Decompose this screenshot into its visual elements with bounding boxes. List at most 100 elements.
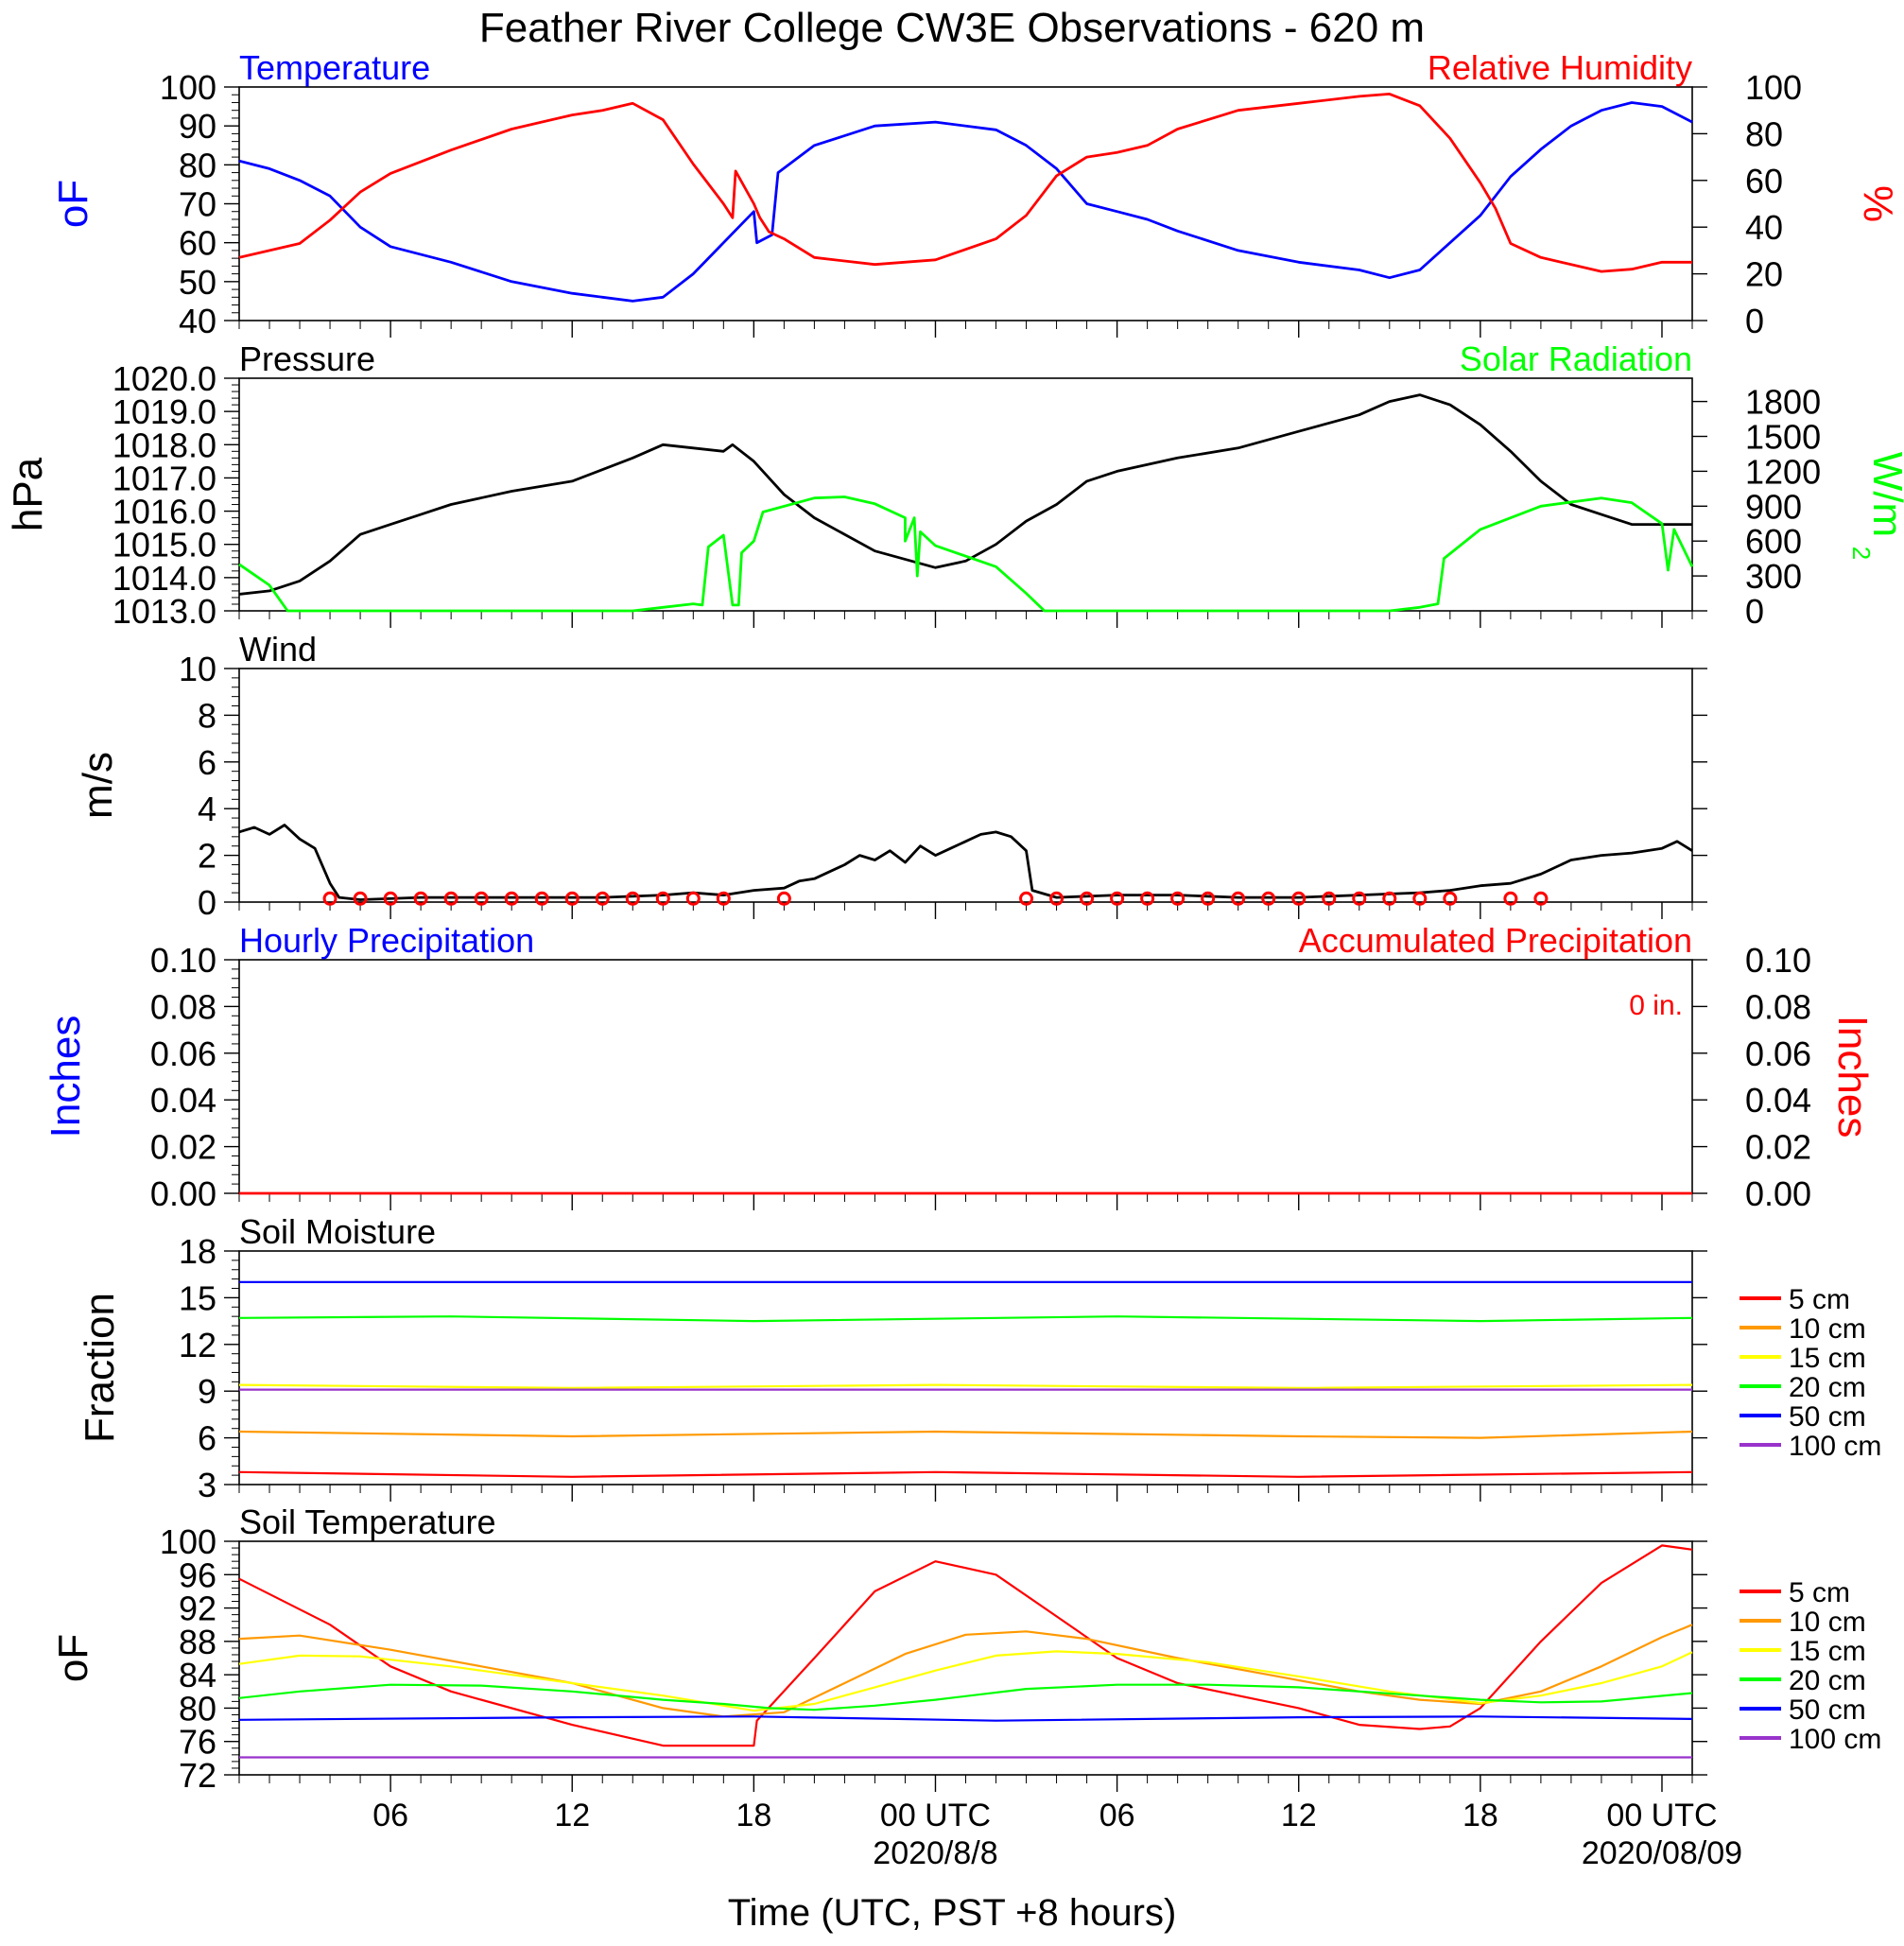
soil-temperature-legend-label: 5 cm bbox=[1789, 1577, 1850, 1608]
x-tick-label: 06 bbox=[1099, 1798, 1135, 1833]
soil-moisture-legend-label: 50 cm bbox=[1789, 1401, 1866, 1433]
panel-left-title: Soil Temperature bbox=[239, 1503, 495, 1541]
calm-wind-marker bbox=[1170, 891, 1186, 906]
calm-wind-marker bbox=[716, 891, 731, 906]
left-tick-label: 0.02 bbox=[150, 1128, 216, 1167]
soil-temperature-legend-label: 50 cm bbox=[1789, 1694, 1866, 1726]
plot-frame bbox=[238, 668, 1693, 903]
x-tick-label: 12 bbox=[1281, 1798, 1317, 1833]
right-tick-label: 900 bbox=[1745, 487, 1802, 526]
plot-frame bbox=[238, 86, 1693, 321]
calm-wind-marker bbox=[443, 891, 459, 906]
calm-wind-marker bbox=[595, 891, 610, 906]
right-tick-label: 0 bbox=[1745, 302, 1764, 340]
soil-moisture-legend-label: 15 cm bbox=[1789, 1343, 1866, 1374]
calm-wind-marker bbox=[504, 891, 519, 906]
calm-wind-marker bbox=[1019, 891, 1034, 906]
series-line-5-cm bbox=[238, 1544, 1693, 1747]
panel-left-title: Wind bbox=[239, 630, 317, 669]
left-tick-label: 6 bbox=[198, 1419, 216, 1458]
series-line-20-cm bbox=[238, 1683, 1693, 1711]
plot-frame bbox=[238, 1540, 1693, 1776]
series-line-relative-humidity bbox=[238, 93, 1692, 273]
panel-pressure_solar: 1013.01014.01015.01016.01017.01018.01019… bbox=[5, 339, 1904, 631]
panel-left-title: Pressure bbox=[239, 339, 375, 378]
x-tick-label: 00 UTC bbox=[880, 1798, 991, 1833]
soil-temperature-legend-label: 15 cm bbox=[1789, 1636, 1866, 1667]
soil-temperature-legend-label: 20 cm bbox=[1789, 1665, 1866, 1696]
left-tick-label: 3 bbox=[198, 1466, 216, 1504]
right-tick-label: 1500 bbox=[1745, 418, 1821, 457]
right-tick-label: 0.10 bbox=[1745, 941, 1811, 980]
series-line-10-cm bbox=[238, 1624, 1693, 1718]
series-line-5-cm bbox=[238, 1470, 1693, 1478]
calm-wind-marker bbox=[474, 891, 489, 906]
series-line-wind bbox=[238, 824, 1693, 901]
soil-temperature-legend-label: 100 cm bbox=[1789, 1724, 1881, 1755]
right-tick-label: 100 bbox=[1745, 68, 1802, 107]
calm-wind-marker bbox=[685, 891, 701, 906]
right-tick-label: 0.06 bbox=[1745, 1034, 1811, 1073]
chart-title: Feather River College CW3E Observations … bbox=[479, 5, 1425, 51]
calm-wind-marker bbox=[322, 891, 338, 906]
panel-right-title: Solar Radiation bbox=[1460, 339, 1692, 378]
right-tick-label: 0.08 bbox=[1745, 987, 1811, 1026]
x-tick-label: 00 UTC bbox=[1606, 1798, 1717, 1833]
left-tick-label: 1019.0 bbox=[113, 392, 216, 431]
accumulated-total-label: 0 in. bbox=[1629, 990, 1683, 1021]
left-y-label: Inches bbox=[43, 1016, 89, 1138]
left-y-label: hPa bbox=[5, 457, 51, 531]
left-tick-label: 9 bbox=[198, 1372, 216, 1411]
left-tick-label: 1018.0 bbox=[113, 426, 216, 464]
left-tick-label: 80 bbox=[179, 1689, 216, 1728]
left-tick-label: 76 bbox=[179, 1723, 216, 1762]
calm-wind-marker bbox=[534, 891, 549, 906]
soil-moisture-legend-label: 10 cm bbox=[1789, 1313, 1866, 1345]
left-tick-label: 6 bbox=[198, 743, 216, 782]
calm-wind-marker bbox=[1443, 891, 1458, 906]
left-tick-label: 100 bbox=[160, 68, 216, 107]
calm-wind-marker bbox=[383, 891, 398, 906]
left-tick-label: 4 bbox=[198, 790, 216, 828]
calm-wind-marker bbox=[1533, 891, 1549, 906]
x-tick-label: 18 bbox=[1463, 1798, 1498, 1833]
left-tick-label: 0.04 bbox=[150, 1081, 216, 1120]
calm-wind-marker bbox=[564, 891, 580, 906]
left-tick-label: 60 bbox=[179, 224, 216, 263]
panel-right-title: Accumulated Precipitation bbox=[1299, 921, 1692, 960]
left-tick-label: 1014.0 bbox=[113, 559, 216, 598]
x-axis-label: Time (UTC, PST +8 hours) bbox=[728, 1892, 1177, 1934]
calm-wind-marker bbox=[776, 891, 791, 906]
plot-frame bbox=[238, 377, 1693, 612]
series-line-solar-radiation bbox=[238, 495, 1694, 613]
left-tick-label: 70 bbox=[179, 185, 216, 224]
calm-wind-marker bbox=[353, 891, 368, 906]
right-tick-label: 0.00 bbox=[1745, 1174, 1811, 1213]
right-tick-label: 0.02 bbox=[1745, 1128, 1811, 1167]
plot-frame bbox=[238, 959, 1693, 1194]
left-tick-label: 96 bbox=[179, 1555, 216, 1594]
calm-wind-marker bbox=[1382, 891, 1397, 906]
right-tick-label: 1200 bbox=[1745, 452, 1821, 491]
series-line-temperature bbox=[238, 101, 1693, 303]
series-line-20-cm bbox=[238, 1315, 1693, 1323]
calm-wind-marker bbox=[1261, 891, 1276, 906]
left-tick-label: 0 bbox=[198, 883, 216, 922]
left-tick-label: 50 bbox=[179, 263, 216, 302]
left-tick-label: 40 bbox=[179, 302, 216, 340]
right-y-label: Inches bbox=[1829, 1016, 1876, 1138]
left-tick-label: 80 bbox=[179, 146, 216, 184]
left-tick-label: 2 bbox=[198, 837, 216, 876]
left-y-label: oF bbox=[50, 180, 96, 228]
soil-moisture-legend-label: 20 cm bbox=[1789, 1372, 1866, 1403]
left-tick-label: 12 bbox=[179, 1326, 216, 1364]
calm-wind-marker bbox=[1231, 891, 1246, 906]
left-tick-label: 1020.0 bbox=[113, 359, 216, 398]
series-line-15-cm bbox=[238, 1650, 1693, 1712]
left-tick-label: 10 bbox=[179, 650, 216, 688]
left-tick-label: 1017.0 bbox=[113, 459, 216, 497]
calm-wind-marker bbox=[1412, 891, 1428, 906]
series-line-50-cm bbox=[238, 1715, 1693, 1722]
right-tick-label: 0 bbox=[1745, 592, 1764, 631]
